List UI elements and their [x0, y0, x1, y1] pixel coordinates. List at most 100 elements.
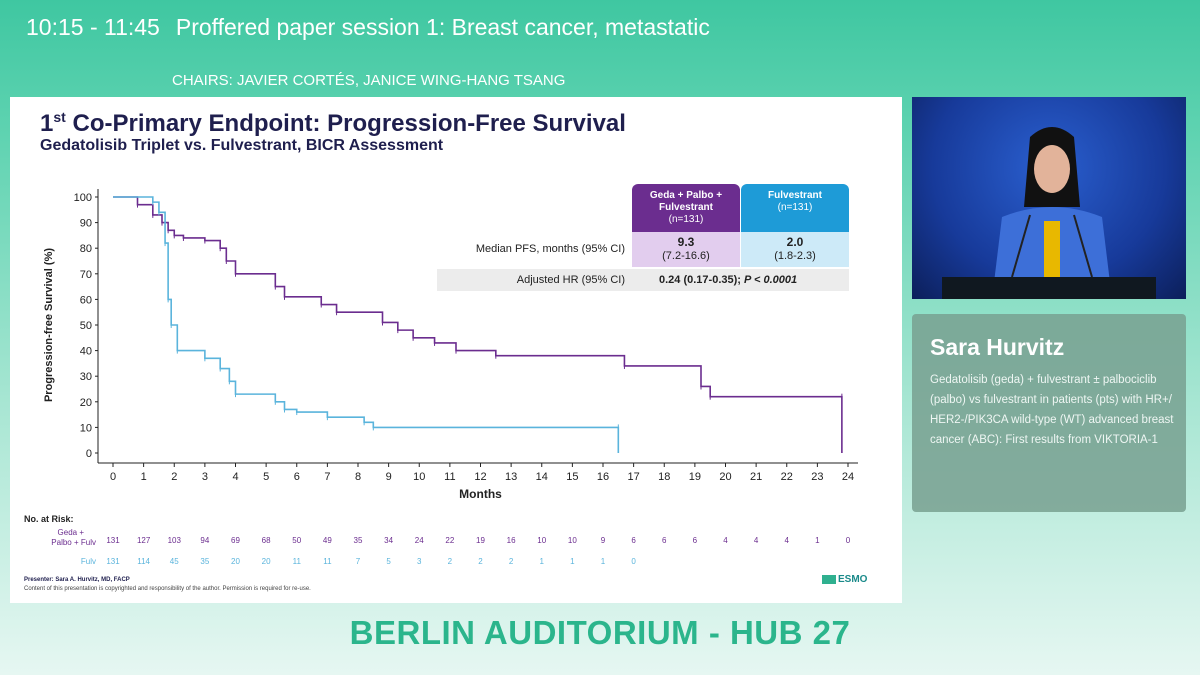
fulv-median: 2.0: [786, 235, 804, 249]
x-tick-label: 15: [566, 471, 578, 483]
at-risk-row-label: Geda +: [58, 528, 85, 537]
at-risk-value: 24: [415, 536, 424, 545]
at-risk-value: 7: [356, 557, 361, 566]
x-tick-label: 21: [750, 471, 762, 483]
hazard-ratio-row: Adjusted HR (95% CI) 0.24 (0.17-0.35); P…: [437, 269, 849, 291]
at-risk-value: 35: [200, 557, 209, 566]
at-risk-value: 1: [540, 557, 545, 566]
x-tick-label: 1: [141, 471, 147, 483]
at-risk-value: 6: [693, 536, 698, 545]
at-risk-value: 9: [601, 536, 606, 545]
hr-p-value: P < 0.0001: [744, 274, 798, 286]
hr-value: 0.24 (0.17-0.35); P < 0.0001: [659, 274, 797, 286]
at-risk-value: 5: [386, 557, 391, 566]
y-tick-label: 10: [80, 422, 92, 434]
geda-ci: (7.2-16.6): [662, 250, 710, 262]
at-risk-value: 20: [262, 557, 271, 566]
fulv-n: (n=131): [777, 202, 813, 213]
at-risk-title: No. at Risk:: [24, 514, 74, 524]
at-risk-value: 2: [478, 557, 483, 566]
session-time: 10:15 - 11:45: [26, 14, 160, 40]
at-risk-value: 20: [231, 557, 240, 566]
at-risk-value: 103: [168, 536, 182, 545]
x-tick-label: 17: [628, 471, 640, 483]
y-tick-label: 60: [80, 294, 92, 306]
x-tick-label: 8: [355, 471, 361, 483]
lectern: [942, 277, 1156, 299]
x-tick-label: 10: [413, 471, 425, 483]
slide-subtitle: Gedatolisib Triplet vs. Fulvestrant, BIC…: [40, 137, 444, 154]
session-title: 10:15 - 11:45 Proffered paper session 1: …: [26, 14, 710, 41]
esmo-logo-mark: [822, 574, 836, 584]
esmo-logo: ESMO: [822, 574, 882, 590]
at-risk-value: 11: [293, 557, 302, 566]
x-tick-label: 5: [263, 471, 269, 483]
geda-median-cell: 9.3 (7.2-16.6): [632, 232, 740, 267]
at-risk-value: 34: [384, 536, 393, 545]
hr-label: Adjusted HR (95% CI): [516, 274, 625, 286]
y-tick-label: 30: [80, 371, 92, 383]
x-tick-label: 20: [719, 471, 731, 483]
at-risk-value: 50: [292, 536, 301, 545]
session-name: Proffered paper session 1: Breast cancer…: [175, 14, 710, 40]
at-risk-value: 2: [509, 557, 514, 566]
presentation-slide: 0 10 20 30 40 50 60 70 80 90 100 0 1 2 3 4 5 6 7 8 9 10 11 12 13…: [10, 97, 902, 603]
x-tick-label: 22: [781, 471, 793, 483]
at-risk-value: 10: [537, 536, 546, 545]
at-risk-value: 4: [754, 536, 759, 545]
at-risk-value: 0: [631, 557, 636, 566]
y-tick-label: 70: [80, 269, 92, 281]
slide-title: 1st Co-Primary Endpoint: Progression-Fre…: [40, 109, 626, 138]
x-tick-label: 6: [294, 471, 300, 483]
at-risk-value: 35: [354, 536, 363, 545]
at-risk-value: 1: [570, 557, 575, 566]
speaker-video: [912, 97, 1186, 299]
at-risk-value: 127: [137, 536, 151, 545]
session-chairs: CHAIRS: JAVIER CORTÉS, JANICE WING-HANG …: [172, 72, 566, 89]
microphone-left: [1011, 214, 1031, 278]
x-tick-label: 3: [202, 471, 208, 483]
y-axis-label: Progression-free Survival (%): [43, 248, 55, 402]
footer-presenter: Presenter: Sara A. Hurvitz, MD, FACP: [24, 577, 130, 583]
x-tick-label: 7: [324, 471, 330, 483]
x-tick-label: 14: [536, 471, 548, 483]
median-pfs-row: Median PFS, months (95% CI) 9.3 (7.2-16.…: [437, 232, 849, 267]
at-risk-value: 1: [815, 536, 820, 545]
y-tick-label: 50: [80, 320, 92, 332]
at-risk-value: 131: [106, 536, 120, 545]
hr-estimate: 0.24 (0.17-0.35);: [659, 274, 744, 286]
km-curve-fulv: [113, 196, 620, 453]
y-tick-label: 100: [74, 192, 92, 204]
x-tick-label: 4: [232, 471, 238, 483]
speaker-card: Sara Hurvitz Gedatolisib (geda) + fulves…: [912, 314, 1186, 512]
x-tick-label: 12: [474, 471, 486, 483]
at-risk-value: 94: [200, 536, 209, 545]
at-risk-value: 4: [785, 536, 790, 545]
x-tick-label: 16: [597, 471, 609, 483]
geda-median: 9.3: [677, 235, 695, 249]
at-risk-value: 6: [631, 536, 636, 545]
speaker-top: [1044, 221, 1060, 281]
at-risk-value: 68: [262, 536, 271, 545]
at-risk-value: 45: [170, 557, 179, 566]
footer-copyright: Content of this presentation is copyrigh…: [24, 586, 311, 592]
speaker-face: [1034, 145, 1070, 193]
fulv-head-label: Fulvestrant: [768, 190, 822, 201]
at-risk-value: 3: [417, 557, 422, 566]
at-risk-value: 19: [476, 536, 485, 545]
at-risk-value: 131: [106, 557, 120, 566]
at-risk-value: 6: [662, 536, 667, 545]
at-risk-value: 114: [137, 557, 150, 566]
x-tick-label: 9: [386, 471, 392, 483]
at-risk-value: 22: [445, 536, 454, 545]
at-risk-value: 16: [507, 536, 516, 545]
at-risk-value: 49: [323, 536, 332, 545]
y-tick-label: 0: [86, 448, 92, 460]
y-tick-label: 40: [80, 346, 92, 358]
table-header-fulv: Fulvestrant (n=131): [741, 184, 849, 232]
x-tick-label: 0: [110, 471, 116, 483]
slide-title-rest: Co-Primary Endpoint: Progression-Free Su…: [65, 110, 626, 137]
y-tick-label: 80: [80, 243, 92, 255]
at-risk-value: 11: [323, 557, 332, 566]
slide-title-sup: st: [53, 109, 66, 125]
